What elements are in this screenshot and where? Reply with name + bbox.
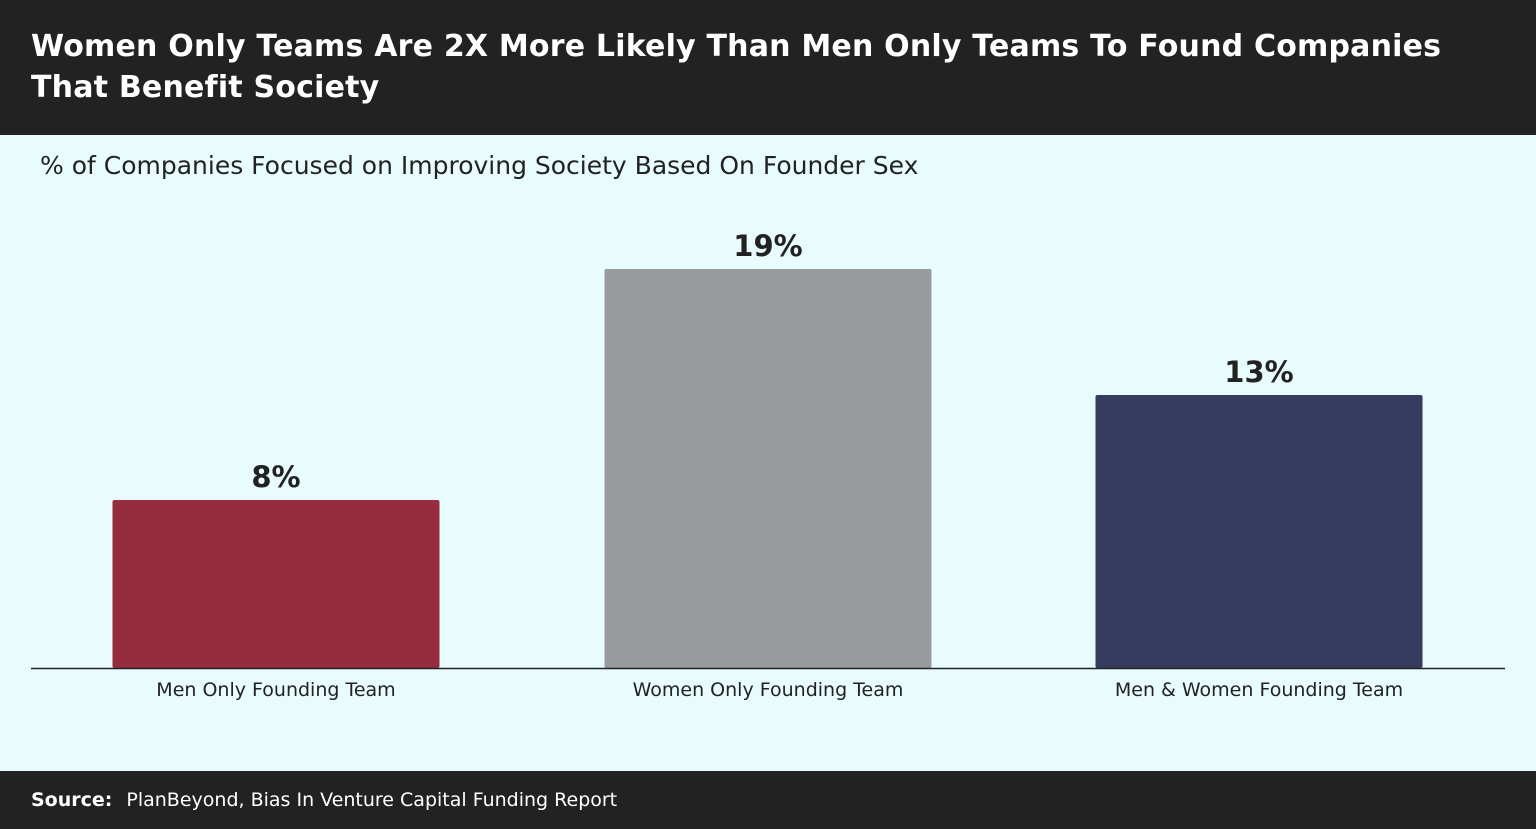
source-label: Source: [31,789,113,811]
chart-title: % of Companies Focused on Improving Soci… [40,151,919,180]
headline: Women Only Teams Are 2X More Likely Than… [31,29,1442,105]
category-label-2: Women Only Founding Team [633,679,904,701]
data-label-2: 19% [733,229,802,263]
chart-area: % of Companies Focused on Improving Soci… [0,135,1536,771]
category-label-1: Men Only Founding Team [156,679,395,701]
source-text: PlanBeyond, Bias In Venture Capital Fund… [126,789,618,811]
header-banner: Women Only Teams Are 2X More Likely Than… [0,0,1536,135]
bar-3 [1095,395,1423,668]
data-label-3: 13% [1224,355,1293,389]
category-label-3: Men & Women Founding Team [1115,679,1403,701]
data-label-1: 8% [251,460,300,494]
bar-chart: 8% Men Only Founding Team 19% Women Only Fo… [31,229,1505,701]
bar-2 [604,269,932,668]
bar-1 [112,500,440,668]
footer-banner: Source: PlanBeyond, Bias In Venture Capi… [0,771,1536,829]
